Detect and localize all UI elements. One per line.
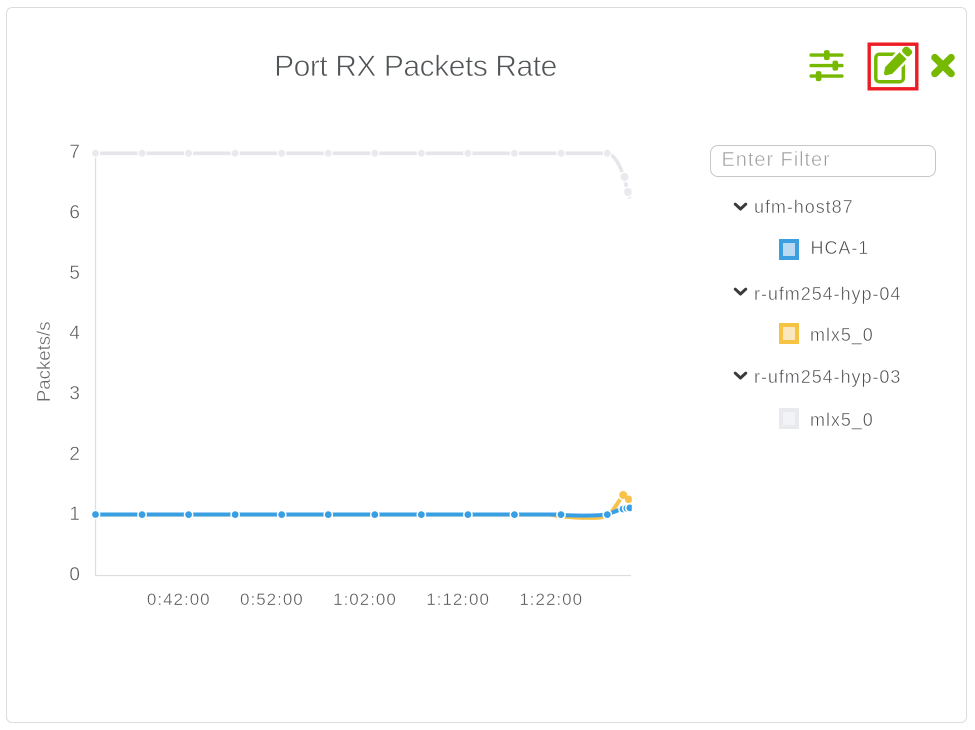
svg-text:0: 0 bbox=[69, 565, 80, 586]
svg-text:0:42:00: 0:42:00 bbox=[147, 590, 211, 609]
svg-text:1: 1 bbox=[69, 504, 80, 525]
svg-text:7: 7 bbox=[69, 142, 80, 163]
svg-text:Packets/s: Packets/s bbox=[33, 321, 54, 402]
svg-text:5: 5 bbox=[69, 263, 80, 284]
svg-text:3: 3 bbox=[69, 384, 80, 405]
svg-text:1:02:00: 1:02:00 bbox=[333, 590, 397, 609]
svg-text:2: 2 bbox=[69, 444, 80, 465]
svg-text:1:22:00: 1:22:00 bbox=[519, 590, 583, 609]
svg-text:1:12:00: 1:12:00 bbox=[426, 590, 490, 609]
svg-text:4: 4 bbox=[69, 323, 80, 344]
svg-text:0:52:00: 0:52:00 bbox=[240, 590, 304, 609]
svg-text:6: 6 bbox=[69, 203, 80, 224]
